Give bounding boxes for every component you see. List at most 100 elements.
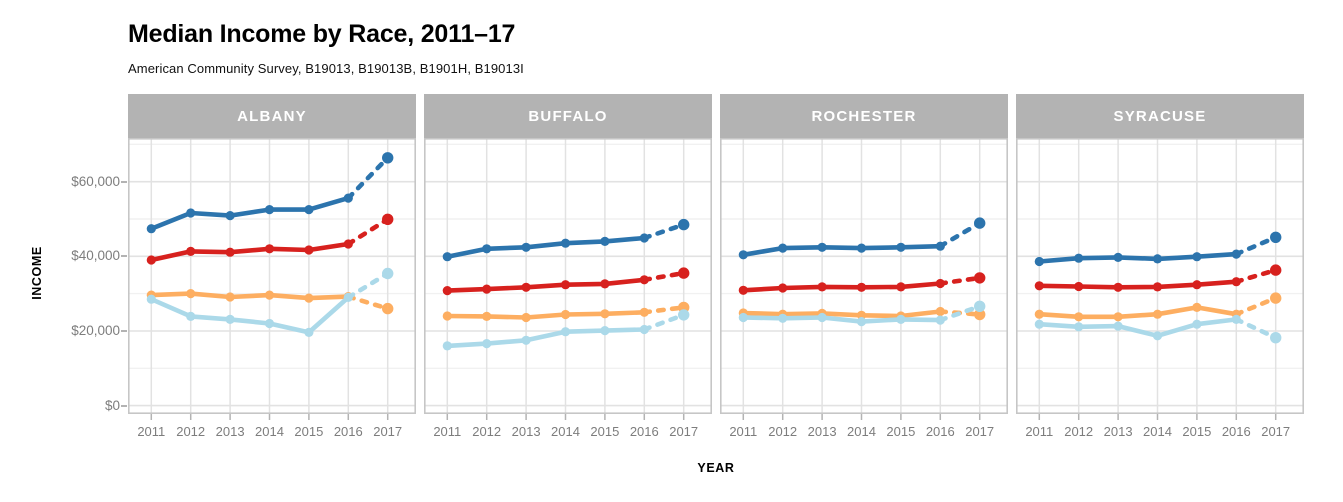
- data-point: [1152, 254, 1163, 264]
- series-light_blue: [146, 267, 394, 337]
- data-point: [382, 152, 394, 164]
- data-point: [778, 243, 788, 253]
- data-point: [974, 217, 986, 229]
- data-point: [225, 247, 235, 257]
- x-tick-label: 2014: [1143, 424, 1172, 439]
- data-point: [1113, 312, 1123, 322]
- data-point: [442, 286, 452, 296]
- data-point: [146, 255, 156, 265]
- data-point: [1074, 312, 1084, 322]
- series-light_blue: [1034, 314, 1282, 344]
- data-point: [1034, 309, 1044, 319]
- data-point: [343, 292, 353, 302]
- series-orange: [442, 301, 690, 323]
- data-point: [1270, 292, 1282, 304]
- data-point: [1231, 249, 1241, 259]
- data-point: [186, 208, 196, 218]
- x-tick-label: 2011: [433, 424, 462, 439]
- series-blue: [146, 152, 394, 234]
- data-point: [817, 312, 827, 323]
- panel-plot: [720, 138, 1008, 420]
- x-tick-label: 2017: [373, 424, 403, 439]
- y-tick-mark: [121, 255, 127, 258]
- data-point: [738, 250, 748, 260]
- data-point: [343, 193, 353, 203]
- panel-syracuse: SYRACUSE 2011 2012 2013 2014 2015 2016 2017: [1016, 94, 1304, 454]
- data-point: [856, 282, 867, 292]
- data-point: [1113, 282, 1123, 292]
- x-tick-label: 2016: [1221, 424, 1251, 439]
- data-point: [639, 307, 649, 317]
- data-point: [225, 292, 235, 302]
- data-point: [600, 326, 610, 336]
- x-tick-label: 2016: [925, 424, 955, 439]
- page-subtitle: American Community Survey, B19013, B1901…: [128, 61, 524, 76]
- data-point: [639, 275, 649, 285]
- data-point: [560, 309, 571, 320]
- data-point: [1192, 280, 1202, 290]
- data-point: [1270, 332, 1282, 344]
- x-tick-label: 2015: [590, 424, 620, 439]
- x-tick-label: 2012: [176, 424, 206, 439]
- x-tick-label: 2011: [137, 424, 166, 439]
- y-tick-label: $20,000: [71, 323, 120, 338]
- data-point: [817, 242, 827, 252]
- x-tick-label: 2014: [847, 424, 876, 439]
- data-point: [935, 278, 945, 289]
- x-tick-label: 2016: [333, 424, 363, 439]
- data-point: [1270, 264, 1282, 276]
- data-point: [521, 312, 531, 323]
- data-point: [1192, 302, 1202, 312]
- data-point: [264, 290, 275, 300]
- x-tick-label: 2015: [886, 424, 916, 439]
- panel-title: SYRACUSE: [1016, 94, 1304, 138]
- y-tick-label: $60,000: [71, 173, 120, 189]
- data-point: [974, 308, 986, 321]
- x-tick-label: 2013: [511, 424, 541, 439]
- series-blue: [442, 218, 690, 262]
- data-point: [778, 313, 788, 323]
- data-point: [1231, 277, 1241, 287]
- series-blue: [1034, 231, 1282, 267]
- data-point: [482, 311, 492, 321]
- x-tick-label: 2011: [1025, 424, 1054, 439]
- data-point: [639, 233, 649, 243]
- data-point: [600, 236, 610, 246]
- x-axis-title: YEAR: [697, 461, 735, 475]
- data-point: [974, 272, 986, 284]
- panel-buffalo: BUFFALO 2011 2012 2013 2014 2015 2016 2017: [424, 94, 712, 454]
- data-point: [738, 285, 748, 295]
- panel-title: BUFFALO: [424, 94, 712, 138]
- y-tick-label: $0: [104, 397, 120, 413]
- data-point: [1152, 331, 1163, 341]
- panel-plot: [128, 138, 416, 420]
- x-tick-label: 2013: [1103, 424, 1133, 439]
- data-point: [521, 282, 531, 292]
- series-red: [146, 213, 394, 265]
- x-tick-label: 2015: [1182, 424, 1212, 439]
- data-point: [1074, 253, 1084, 263]
- page-title: Median Income by Race, 2011–17: [128, 20, 516, 48]
- data-point: [1192, 252, 1202, 262]
- x-tick-label: 2011: [729, 424, 758, 439]
- x-tick-label: 2013: [215, 424, 245, 439]
- series-blue: [738, 217, 986, 260]
- data-point: [856, 317, 867, 327]
- data-point: [1034, 281, 1044, 291]
- data-point: [264, 318, 275, 329]
- data-point: [1034, 256, 1044, 267]
- x-tick-label: 2017: [965, 424, 995, 439]
- data-point: [896, 282, 906, 292]
- data-point: [146, 294, 156, 304]
- data-point: [382, 267, 394, 280]
- data-point: [1113, 252, 1123, 262]
- x-tick-label: 2014: [551, 424, 580, 439]
- data-point: [738, 312, 748, 323]
- data-point: [521, 335, 531, 345]
- data-point: [778, 283, 788, 293]
- series-red: [738, 272, 986, 295]
- data-point: [225, 314, 235, 324]
- data-point: [304, 327, 314, 337]
- data-point: [678, 309, 690, 321]
- panel-rochester: ROCHESTER 2011 2012 2013 2014 2015 2016 2017: [720, 94, 1008, 454]
